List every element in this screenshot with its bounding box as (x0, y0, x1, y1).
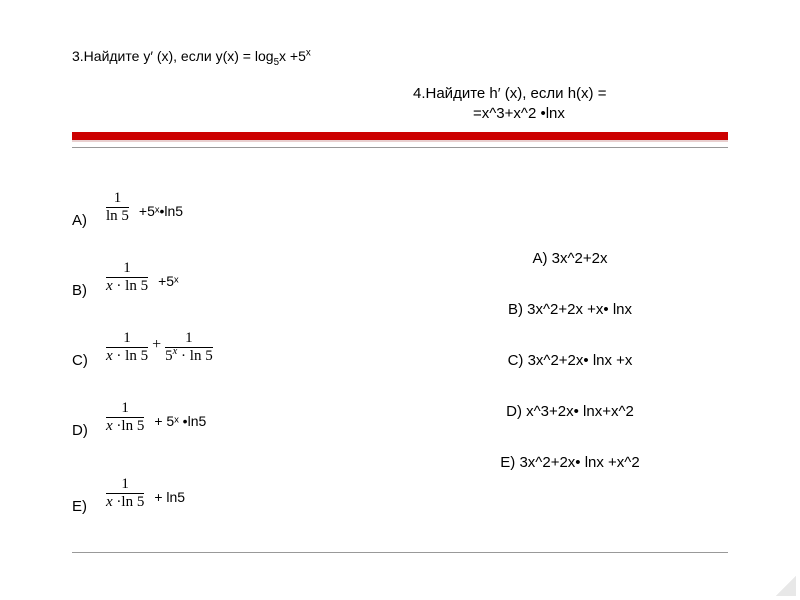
fraction: 1 x ·ln 5 (106, 401, 144, 436)
denominator: x · ln 5 (106, 349, 148, 365)
q3-title-sup: x (306, 47, 311, 58)
numerator: 1 (185, 331, 193, 347)
q4-option-c: С) 3х^2+2х• lnх +х (420, 352, 720, 369)
separator-top (72, 147, 728, 148)
fraction-sum: 1 x · ln 5 + 1 5x · ln 5 (106, 331, 213, 376)
option-letter: А) (72, 212, 106, 235)
option-letter: D) (72, 422, 106, 445)
q4-title-line2: =х^3+х^2 •lnх (413, 104, 606, 124)
numerator: 1 (123, 261, 131, 277)
q3-option-a: А) 1 ln 5 +5ˣ•ln5 (72, 165, 382, 235)
denominator: x ·ln 5 (106, 419, 144, 435)
tail: + ln5 (144, 489, 185, 521)
numerator: 1 (121, 477, 129, 493)
tail: +5ˣ•ln5 (129, 203, 183, 235)
q4-title-line1: 4.Найдите h′ (х), если h(х) = (413, 84, 606, 104)
q4-option-a: A) 3x^2+2x (420, 250, 720, 267)
slide: 3.Найдите у′ (х), если у(х) = log5х +5x … (0, 0, 800, 600)
title-rule (72, 132, 728, 140)
q3-options: А) 1 ln 5 +5ˣ•ln5 В) 1 x · ln 5 +5ˣ С) 1 (72, 165, 382, 521)
q3-title: 3.Найдите у′ (х), если у(х) = log5х +5x (72, 48, 311, 64)
denominator: x ·ln 5 (106, 495, 144, 511)
tail: + 5ˣ •ln5 (144, 413, 206, 445)
fraction: 1 x · ln 5 (106, 331, 148, 366)
numerator: 1 (121, 401, 129, 417)
page-corner-icon (776, 576, 796, 596)
q4-option-e: E) 3х^2+2х• lnх +х^2 (420, 454, 720, 471)
q3-title-tail: х +5 (279, 48, 306, 64)
numerator: 1 (123, 331, 131, 347)
separator-bottom (72, 552, 728, 553)
q3-option-e: E) 1 x ·ln 5 + ln5 (72, 445, 382, 521)
q4-option-b: В) 3х^2+2х +х• lnх (420, 301, 720, 318)
fraction: 1 ln 5 (106, 191, 129, 226)
q3-option-c: С) 1 x · ln 5 + 1 5x · ln 5 (72, 305, 382, 375)
q4-title: 4.Найдите h′ (х), если h(х) = =х^3+х^2 •… (413, 84, 606, 125)
q3-option-b: В) 1 x · ln 5 +5ˣ (72, 235, 382, 305)
fraction: 1 x ·ln 5 (106, 477, 144, 512)
q4-option-d: D) х^3+2х• lnх+х^2 (420, 403, 720, 420)
denominator: 5x · ln 5 (165, 349, 213, 365)
plus-sign: + (148, 336, 165, 370)
tail: +5ˣ (148, 273, 179, 305)
denominator: x · ln 5 (106, 279, 148, 295)
option-letter: E) (72, 498, 106, 521)
fraction: 1 5x · ln 5 (165, 331, 213, 366)
numerator: 1 (114, 191, 122, 207)
denominator: ln 5 (106, 209, 129, 225)
option-letter: С) (72, 352, 106, 375)
q3-option-d: D) 1 x ·ln 5 + 5ˣ •ln5 (72, 375, 382, 445)
fraction: 1 x · ln 5 (106, 261, 148, 296)
q4-options: A) 3x^2+2x В) 3х^2+2х +х• lnх С) 3х^2+2х… (420, 250, 720, 505)
option-letter: В) (72, 282, 106, 305)
q3-title-text: 3.Найдите у′ (х), если у(х) = log (72, 48, 274, 64)
